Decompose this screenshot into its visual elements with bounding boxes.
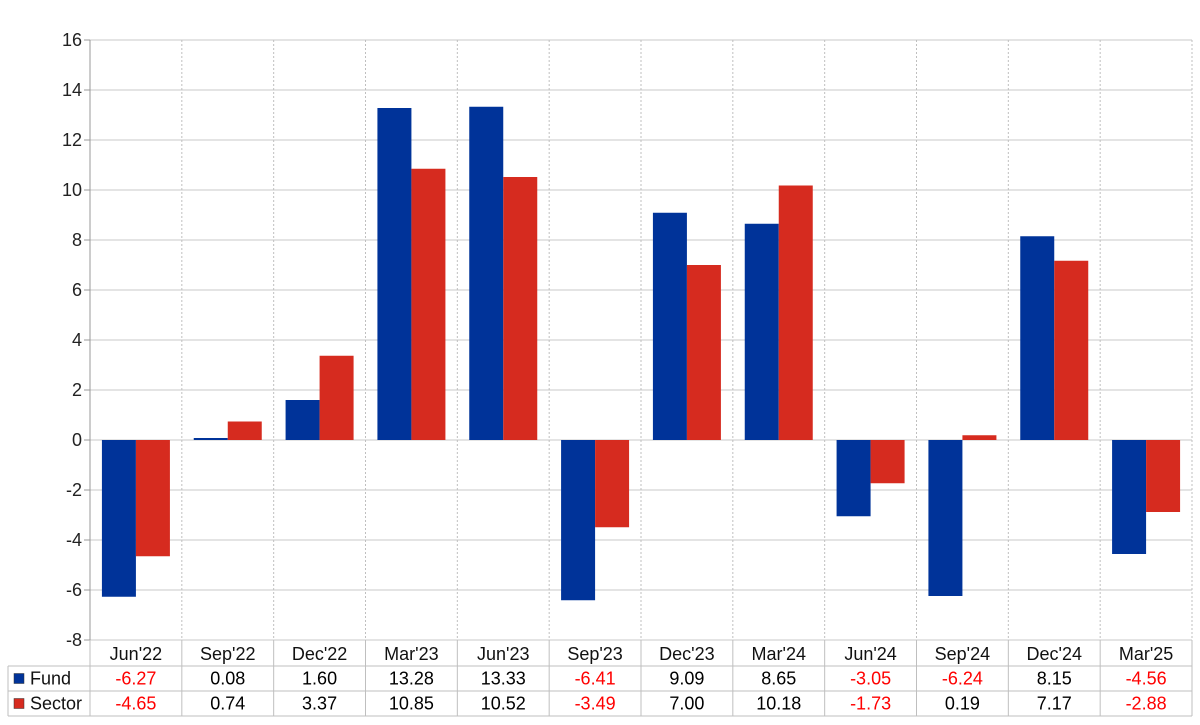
data-label-fund: -6.41: [575, 669, 616, 689]
bar-fund: [101, 440, 136, 597]
bar-sector: [778, 185, 813, 440]
x-tick-label: Sep'24: [935, 644, 991, 664]
y-tick-label: 6: [72, 280, 82, 300]
y-tick-label: -6: [66, 580, 82, 600]
x-tick-label: Dec'24: [1027, 644, 1082, 664]
x-tick-label: Mar'23: [384, 644, 438, 664]
data-label-sector: 10.18: [756, 694, 801, 714]
data-label-fund: -6.24: [942, 669, 983, 689]
data-label-sector: 0.19: [945, 694, 980, 714]
bar-fund: [469, 106, 504, 440]
data-label-fund: 8.15: [1037, 669, 1072, 689]
y-tick-label: 0: [72, 430, 82, 450]
data-label-fund: -3.05: [850, 669, 891, 689]
data-label-sector: 3.37: [302, 694, 337, 714]
x-tick-label: Dec'23: [659, 644, 714, 664]
legend-swatch-sector: [13, 698, 25, 709]
x-tick-label: Jun'24: [844, 644, 896, 664]
legend-swatch-fund: [13, 673, 25, 684]
data-label-sector: 10.52: [481, 694, 526, 714]
legend-label-sector: Sector: [30, 694, 82, 714]
y-tick-label: 10: [62, 180, 82, 200]
x-tick-label: Mar'24: [752, 644, 806, 664]
bar-sector: [319, 355, 354, 440]
y-tick-label: 4: [72, 330, 82, 350]
y-tick-label: 14: [62, 80, 82, 100]
bar-fund: [1020, 236, 1055, 440]
data-label-sector: 0.74: [210, 694, 245, 714]
legend-label-fund: Fund: [30, 669, 71, 689]
y-tick-label: -2: [66, 480, 82, 500]
y-tick-label: -8: [66, 630, 82, 650]
x-tick-label: Mar'25: [1119, 644, 1173, 664]
bar-fund: [285, 400, 320, 440]
data-label-fund: 13.33: [481, 669, 526, 689]
x-tick-label: Dec'22: [292, 644, 347, 664]
bar-fund: [1112, 440, 1147, 554]
data-label-sector: 7.00: [669, 694, 704, 714]
y-tick-label: 2: [72, 380, 82, 400]
data-label-sector: 7.17: [1037, 694, 1072, 714]
data-label-fund: 13.28: [389, 669, 434, 689]
bar-fund: [744, 223, 779, 440]
x-tick-label: Sep'22: [200, 644, 256, 664]
y-tick-label: -4: [66, 530, 82, 550]
bar-sector: [686, 265, 721, 440]
x-tick-label: Jun'23: [477, 644, 529, 664]
bar-sector: [503, 177, 538, 440]
data-label-fund: 1.60: [302, 669, 337, 689]
bar-sector: [227, 421, 262, 440]
bar-sector: [870, 440, 905, 484]
data-label-fund: 8.65: [761, 669, 796, 689]
bar-sector: [135, 440, 170, 557]
bar-fund: [193, 438, 228, 440]
data-label-fund: 0.08: [210, 669, 245, 689]
bar-fund: [652, 212, 687, 440]
bar-sector: [595, 440, 630, 528]
bar-fund: [377, 108, 412, 440]
data-label-sector: -2.88: [1126, 694, 1167, 714]
data-label-fund: 9.09: [669, 669, 704, 689]
y-tick-label: 8: [72, 230, 82, 250]
bar-sector: [1054, 260, 1089, 440]
y-tick-label: 16: [62, 30, 82, 50]
bar-fund: [928, 440, 963, 596]
bar-sector: [411, 168, 446, 440]
x-tick-label: Sep'23: [567, 644, 623, 664]
bar-fund: [836, 440, 871, 517]
data-label-fund: -4.56: [1126, 669, 1167, 689]
data-label-sector: -4.65: [115, 694, 156, 714]
bar-sector: [962, 435, 997, 440]
data-label-sector: -1.73: [850, 694, 891, 714]
bar-fund: [561, 440, 596, 601]
x-tick-label: Jun'22: [110, 644, 162, 664]
y-tick-label: 12: [62, 130, 82, 150]
bar-sector: [1146, 440, 1181, 512]
data-label-fund: -6.27: [115, 669, 156, 689]
data-label-sector: -3.49: [575, 694, 616, 714]
data-label-sector: 10.85: [389, 694, 434, 714]
